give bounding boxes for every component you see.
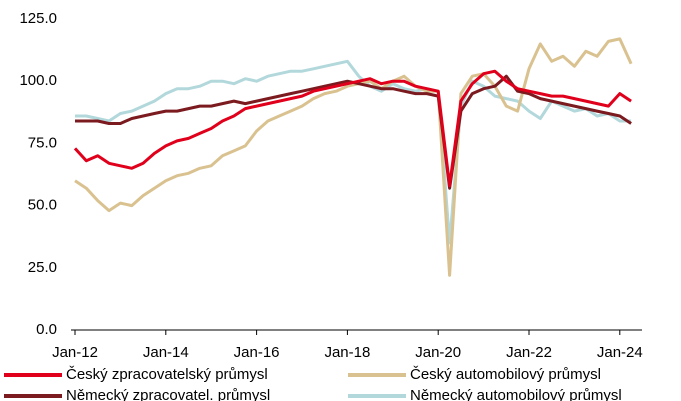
x-tick-label: Jan-24	[597, 344, 643, 361]
legend-label: Německý zpracovatel. průmysl	[66, 387, 270, 401]
series-line	[75, 74, 632, 190]
series-line	[75, 59, 632, 245]
legend-label: Německý automobilový průmysl	[410, 387, 622, 401]
x-tick-label: Jan-20	[415, 344, 461, 361]
x-tick-label: Jan-18	[324, 344, 370, 361]
y-tick-label: 75.0	[28, 134, 57, 151]
y-tick-label: 125.0	[19, 10, 57, 27]
x-tick-label: Jan-16	[234, 344, 280, 361]
y-tick-label: 0.0	[36, 321, 57, 338]
series-line	[74, 37, 633, 277]
x-tick-label: Jan-14	[143, 344, 189, 361]
legend-label: Český automobilový průmysl	[410, 366, 601, 383]
y-tick-label: 100.0	[19, 72, 57, 89]
y-tick-label: 25.0	[28, 259, 57, 276]
series-line	[73, 69, 632, 188]
x-tick-label: Jan-22	[506, 344, 552, 361]
legend-label: Český zpracovatelský průmysl	[66, 366, 268, 383]
y-tick-label: 50.0	[28, 197, 57, 214]
x-tick-label: Jan-12	[52, 344, 98, 361]
